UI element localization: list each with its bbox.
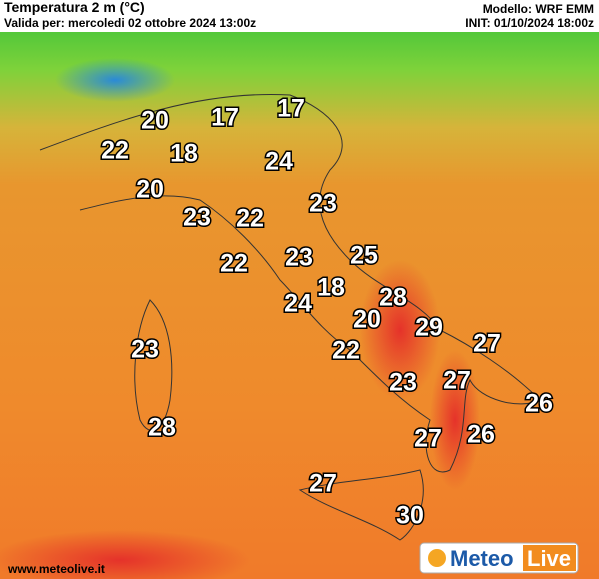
temperature-label: 17 [211, 104, 239, 132]
temperature-label: 29 [415, 314, 443, 342]
logo-right: Live [527, 546, 571, 571]
header-band [0, 0, 599, 32]
temperature-label: 17 [277, 95, 305, 123]
logo-right-bg [523, 545, 576, 571]
hot-area [0, 530, 250, 579]
temperature-label: 23 [309, 190, 337, 218]
temperature-label: 28 [379, 284, 407, 312]
temperature-label: 24 [265, 148, 293, 176]
temperature-label: 27 [473, 330, 501, 358]
temperature-label: 23 [389, 369, 417, 397]
temperature-label: 23 [183, 204, 211, 232]
temperature-label: 23 [131, 336, 159, 364]
temperature-label: 18 [170, 140, 198, 168]
temperature-label: 20 [353, 306, 381, 334]
title: Temperatura 2 m (°C) [4, 0, 145, 15]
sardinia-outline [134, 299, 173, 431]
temperature-label: 20 [136, 176, 164, 204]
cold-area [55, 58, 175, 102]
temperature-label: 24 [284, 290, 312, 318]
temperature-label: 22 [332, 337, 360, 365]
model: Modello: WRF EMM [483, 2, 594, 16]
temperature-label: 23 [285, 244, 313, 272]
temperature-label: 27 [443, 367, 471, 395]
logo-sun [428, 549, 446, 567]
init: INIT: 01/10/2024 18:00z [465, 16, 594, 30]
temperature-label: 22 [236, 205, 264, 233]
temperature-label: 27 [309, 470, 337, 498]
temperature-label: 26 [525, 390, 553, 418]
sicily-outline [298, 469, 424, 541]
coastline [39, 93, 541, 473]
temperature-label: 27 [414, 425, 442, 453]
url: www.meteolive.it [7, 562, 105, 576]
temperature-label: 25 [350, 242, 378, 270]
temperature-label: 28 [148, 414, 176, 442]
temperature-label: 26 [467, 421, 495, 449]
logo-left: Meteo [450, 546, 514, 571]
temperature-label: 22 [101, 137, 129, 165]
temperature-label: 22 [220, 250, 248, 278]
hot-area [360, 260, 440, 400]
subtitle: Valida per: mercoledi 02 ottobre 2024 13… [4, 16, 256, 30]
temperature-label: 18 [317, 274, 345, 302]
temperature-label: 20 [141, 107, 169, 135]
temperature-label: 30 [396, 502, 424, 530]
